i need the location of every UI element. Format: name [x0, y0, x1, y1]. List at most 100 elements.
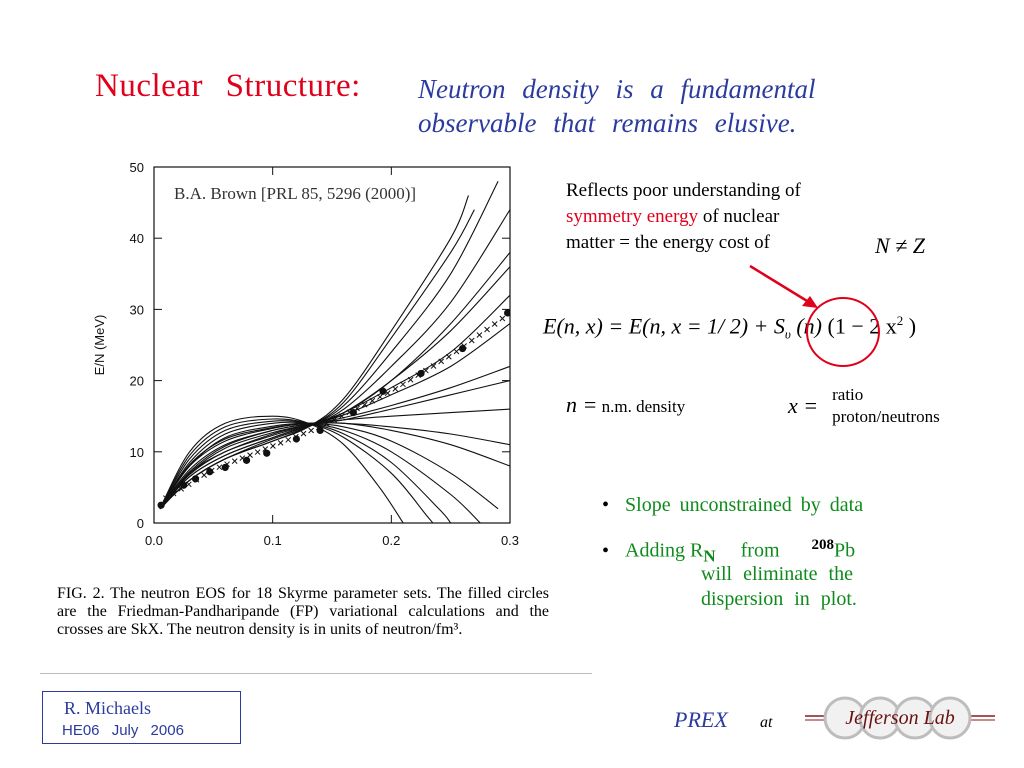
fp-point: [458, 344, 467, 353]
skx-cross: [254, 449, 261, 455]
fp-point: [169, 487, 177, 495]
skx-cross-stroke: [491, 321, 498, 327]
skx-cross: [377, 394, 383, 400]
skx-cross: [270, 443, 276, 449]
skx-cross-stroke: [384, 390, 391, 396]
skx-cross-stroke: [476, 332, 483, 338]
x-definition-line-1: ratio: [832, 385, 864, 404]
figure-caption: FIG. 2. The neutron EOS for 18 Skyrme pa…: [57, 585, 549, 638]
bullet-slope: • Slope unconstrained by data: [602, 494, 863, 517]
skx-cross-stroke: [216, 464, 223, 471]
bullet-dot-icon: •: [602, 494, 610, 516]
bullet-2-line-3: dispersion in plot.: [701, 588, 857, 610]
skx-cross: [216, 464, 223, 471]
eq-lhs: E(n, x) = E(n, x = 1/ 2) +: [543, 313, 774, 339]
reflects-line-1: Reflects poor understanding of: [566, 180, 801, 201]
skx-cross-stroke: [438, 358, 445, 365]
y-axis-label: E/N (MeV): [92, 315, 107, 376]
skx-cross: [484, 326, 490, 333]
bullet-1-text: Slope unconstrained by data: [625, 494, 864, 516]
eq-close: ): [903, 313, 917, 339]
skx-cross-stroke: [331, 417, 337, 423]
slide-title: Nuclear Structure:: [95, 68, 361, 104]
skyrme-curve-7: [159, 323, 510, 510]
skx-cross: [361, 401, 368, 408]
skx-cross-stroke: [254, 449, 261, 455]
skx-cross: [369, 397, 376, 404]
skx-cross-stroke: [270, 443, 276, 449]
skx-cross-stroke: [392, 386, 399, 392]
skx-cross: [407, 376, 414, 383]
bullet-dot-icon: •: [602, 539, 610, 562]
fp-point: [157, 501, 165, 509]
skx-cross-stroke: [468, 337, 475, 344]
n-not-equal-z: N ≠ Z: [875, 233, 925, 258]
skx-cross-stroke: [300, 430, 307, 437]
skx-cross-stroke: [369, 397, 376, 404]
skx-cross-stroke: [377, 394, 383, 400]
y-tick-label: 30: [130, 302, 144, 317]
y-tick-label: 50: [130, 160, 144, 175]
skx-cross-stroke: [323, 420, 330, 427]
x-tick-label: 0.0: [145, 533, 163, 548]
plot-frame: [153, 166, 511, 524]
bullet-2-continuation: will eliminate the dispersion in plot.: [701, 562, 857, 612]
skx-cross-stroke: [453, 348, 460, 355]
skx-cross-stroke: [308, 427, 315, 434]
skx-cross: [438, 358, 445, 365]
skx-cross-stroke: [338, 413, 345, 419]
eq-subscript: υ: [784, 326, 791, 342]
skx-cross: [392, 386, 399, 392]
fp-point: [242, 456, 251, 464]
skx-cross-stroke: [247, 452, 253, 458]
bullet-2-from: from: [715, 539, 780, 562]
x-tick-label: 0.3: [501, 533, 519, 548]
skx-cross: [201, 472, 207, 478]
fp-point: [191, 475, 200, 483]
reflects-text: Reflects poor understanding of symmetry …: [566, 178, 910, 256]
eq-superscript: 2: [896, 313, 904, 328]
skx-cross: [430, 363, 437, 369]
skx-cross-stroke: [163, 495, 169, 501]
skyrme-curve-17: [159, 380, 510, 510]
jefferson-lab-logo: Jefferson Lab: [805, 696, 995, 740]
event-name: HE06: [62, 722, 100, 739]
skx-cross: [476, 332, 483, 338]
bullet-2-subscript: N: [703, 546, 716, 566]
bullet-adding: • Adding RN from 208Pb: [602, 537, 855, 567]
y-tick-label: 20: [130, 374, 144, 389]
skx-cross: [499, 315, 506, 322]
n-definition: n = n.m. density: [566, 392, 685, 418]
slide-subtitle: Neutron density is a fundamental observa…: [418, 72, 918, 140]
chart-lines-group: [157, 180, 510, 523]
skx-cross: [285, 436, 292, 443]
fp-point: [263, 449, 271, 457]
skx-cross-stroke: [361, 401, 368, 408]
skx-cross-stroke: [499, 315, 506, 322]
skx-cross-stroke: [445, 353, 452, 360]
bullet-2-text: Adding R: [625, 539, 704, 562]
skyrme-curve-14: [159, 418, 434, 523]
skx-cross: [231, 458, 238, 464]
highlight-ellipse: [806, 297, 880, 367]
skx-cross-stroke: [231, 458, 238, 464]
fp-point: [504, 309, 510, 317]
logo-text: Jefferson Lab: [845, 707, 954, 729]
skx-cross: [453, 348, 460, 355]
author-name: R. Michaels: [64, 698, 151, 718]
bullet-2-line-2: will eliminate the: [701, 563, 853, 585]
x-tick-label: 0.1: [264, 533, 282, 548]
fp-point: [180, 481, 188, 489]
skyrme-curve-6: [159, 294, 510, 510]
red-arrow-icon: [749, 264, 818, 308]
skx-cross-stroke: [400, 381, 406, 388]
skx-cross-stroke: [262, 446, 269, 452]
skyrme-curve-1: [159, 209, 475, 510]
event-date: July 2006: [111, 722, 184, 739]
skx-cross-stroke: [285, 436, 292, 443]
skx-cross: [308, 427, 315, 434]
skx-cross-stroke: [430, 363, 437, 369]
skx-cross: [277, 440, 284, 446]
x-tick-label: 0.2: [382, 533, 400, 548]
